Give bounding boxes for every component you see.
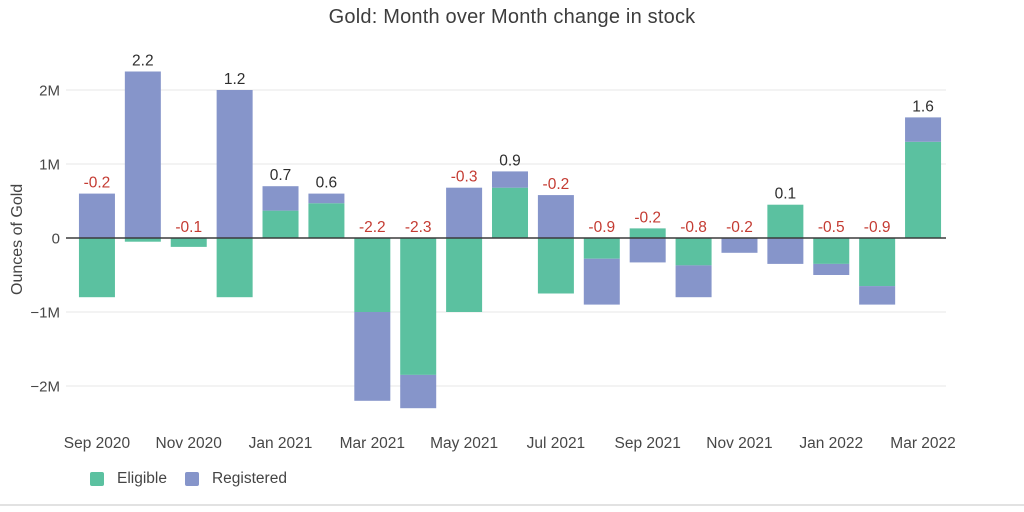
bar-segment-registered[interactable] — [905, 117, 942, 142]
bar-value-label: 1.6 — [912, 98, 934, 115]
bar-segment-registered[interactable] — [813, 263, 850, 275]
bar-segment-eligible[interactable] — [767, 204, 804, 238]
bar-segment-registered[interactable] — [446, 187, 483, 238]
bar-segment-eligible[interactable] — [583, 238, 620, 259]
bar-value-label: -0.3 — [451, 169, 478, 186]
bar-segment-eligible[interactable] — [813, 238, 850, 264]
bar-value-label: 1.2 — [224, 71, 246, 88]
legend: Eligible Registered — [90, 470, 287, 488]
x-tick-label: Jul 2021 — [527, 435, 586, 452]
bar-value-label: -0.8 — [680, 219, 707, 236]
bar-segment-registered[interactable] — [675, 265, 712, 298]
x-tick-label: Nov 2020 — [156, 435, 223, 452]
x-tick-label: Mar 2022 — [890, 435, 955, 452]
bar-segment-registered[interactable] — [308, 193, 345, 204]
bar-value-label: -2.3 — [405, 219, 432, 236]
y-tick-label: 1M — [39, 157, 60, 174]
x-tick-label: Sep 2020 — [64, 435, 131, 452]
bar-segment-eligible[interactable] — [446, 238, 483, 312]
bar-value-label: -0.2 — [84, 175, 111, 192]
page-bottom-divider — [0, 504, 1024, 506]
bar-value-label: 0.7 — [270, 167, 292, 184]
y-tick-label: −1M — [30, 305, 60, 322]
x-tick-label: May 2021 — [430, 435, 498, 452]
bar-value-label: -0.2 — [726, 219, 753, 236]
legend-item-eligible[interactable]: Eligible — [90, 470, 167, 488]
bar-segment-eligible[interactable] — [537, 238, 574, 294]
bar-segment-eligible[interactable] — [78, 238, 115, 298]
bar-segment-registered[interactable] — [262, 186, 299, 211]
bar-segment-eligible[interactable] — [354, 238, 391, 312]
bar-value-label: 2.2 — [132, 53, 154, 70]
bar-segment-eligible[interactable] — [492, 187, 528, 238]
bar-segment-eligible[interactable] — [308, 203, 345, 238]
bar-segment-registered[interactable] — [400, 374, 437, 409]
bar-segment-registered[interactable] — [124, 71, 161, 239]
bar-value-label: 0.1 — [775, 186, 797, 203]
bar-segment-eligible[interactable] — [675, 238, 712, 266]
bar-segment-registered[interactable] — [492, 171, 528, 188]
bar-segment-eligible[interactable] — [124, 238, 161, 242]
bar-segment-registered[interactable] — [354, 312, 391, 401]
bar-segment-registered[interactable] — [537, 195, 574, 238]
bar-segment-eligible[interactable] — [905, 141, 942, 238]
legend-label-registered: Registered — [211, 470, 287, 487]
bar-value-label: -0.9 — [588, 219, 615, 236]
bar-segment-eligible[interactable] — [170, 238, 207, 247]
bar-segment-eligible[interactable] — [629, 228, 666, 238]
legend-label-eligible: Eligible — [117, 470, 167, 487]
bar-segment-registered[interactable] — [583, 258, 620, 305]
bar-segment-eligible[interactable] — [400, 238, 437, 375]
bar-segment-registered[interactable] — [629, 238, 666, 263]
bar-value-label: -0.5 — [818, 219, 845, 236]
eligible-swatch-icon — [90, 472, 104, 486]
bar-value-label: 0.9 — [499, 152, 521, 169]
x-tick-label: Mar 2021 — [340, 435, 405, 452]
y-tick-label: −2M — [30, 379, 60, 396]
bar-segment-eligible[interactable] — [859, 238, 896, 287]
bar-value-label: 0.6 — [316, 175, 338, 192]
bar-segment-registered[interactable] — [859, 286, 896, 305]
registered-swatch-icon — [184, 472, 199, 486]
x-tick-label: Sep 2021 — [614, 435, 680, 452]
bar-segment-registered[interactable] — [216, 90, 253, 238]
bar-segment-eligible[interactable] — [216, 238, 253, 298]
x-tick-label: Jan 2022 — [799, 435, 863, 452]
chart-title: Gold: Month over Month change in stock — [328, 6, 696, 28]
bar-segment-eligible[interactable] — [262, 210, 299, 238]
x-tick-label: Jan 2021 — [249, 435, 313, 452]
bar-value-label: -0.1 — [175, 219, 202, 236]
y-tick-label: 0 — [52, 231, 60, 248]
bar-segment-registered[interactable] — [78, 193, 115, 238]
bar-value-label: -0.2 — [543, 176, 570, 193]
x-tick-label: Nov 2021 — [706, 435, 772, 452]
bar-value-label: -0.2 — [634, 209, 661, 226]
legend-item-registered[interactable]: Registered — [184, 470, 287, 488]
y-tick-label: 2M — [39, 83, 60, 100]
bar-value-label: -2.2 — [359, 219, 386, 236]
bar-value-label: -0.9 — [864, 219, 891, 236]
bar-segment-registered[interactable] — [767, 238, 804, 264]
bar-segment-registered[interactable] — [721, 238, 758, 253]
